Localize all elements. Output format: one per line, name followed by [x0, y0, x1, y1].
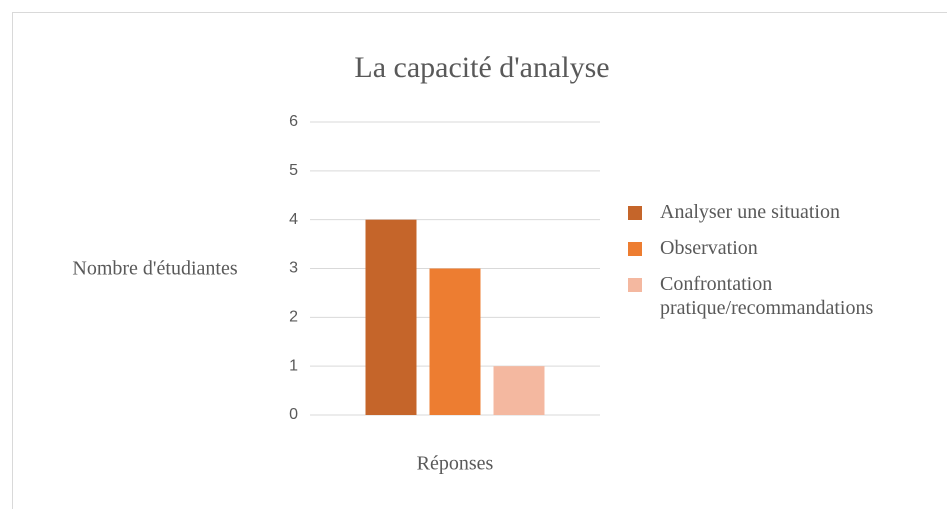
y-tick-label: 4 — [289, 211, 298, 228]
legend-item: Analyser une situation — [628, 200, 928, 224]
y-tick-label: 3 — [289, 260, 298, 277]
y-tick-label: 0 — [289, 406, 298, 423]
legend-swatch — [628, 242, 642, 256]
legend-label: Confrontation pratique/recommandations — [660, 273, 874, 319]
bar — [365, 219, 417, 415]
y-tick-label: 1 — [289, 357, 298, 374]
y-axis-label: Nombre d'étudiantes — [72, 258, 237, 280]
legend-swatch — [628, 278, 642, 292]
legend-item: Confrontation pratique/recommandations — [628, 272, 928, 320]
y-tick-label: 2 — [289, 309, 298, 326]
chart-frame — [12, 12, 947, 509]
legend-label: Analyser une situation — [660, 201, 840, 223]
bar — [493, 366, 545, 415]
chart-title: La capacité d'analyse — [354, 51, 609, 84]
legend: Analyser une situation Observation Confron… — [628, 200, 928, 332]
y-tick-label: 5 — [289, 162, 298, 179]
x-tick-label: Réponses — [417, 453, 494, 475]
y-tick-label: 6 — [289, 113, 298, 130]
legend-item: Observation — [628, 236, 928, 260]
bar — [429, 268, 481, 415]
legend-swatch — [628, 206, 642, 220]
legend-label: Observation — [660, 237, 758, 259]
